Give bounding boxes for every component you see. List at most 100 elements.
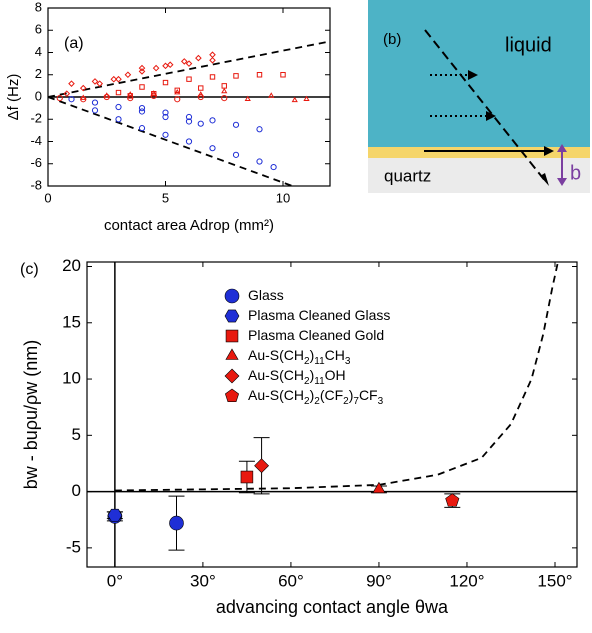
data-point [186, 76, 192, 82]
data-point [162, 113, 169, 121]
legend-label: Au-S(CH2)11OH [248, 367, 346, 387]
y-tick-label: 10 [62, 369, 81, 388]
y-tick-label: 15 [62, 312, 81, 331]
y-tick-label: 8 [35, 0, 42, 14]
data-point [103, 92, 110, 98]
data-point [445, 493, 460, 507]
y-tick-label: -8 [30, 177, 42, 192]
quartz-layer [368, 158, 590, 193]
y-axis-label: Δf (Hz) [5, 74, 22, 121]
y-tick-label: 2 [35, 66, 42, 81]
y-tick-label: -6 [30, 155, 42, 170]
data-point [107, 508, 123, 522]
x-axis-label: advancing contact angle θwa [216, 597, 449, 617]
data-point [174, 87, 180, 94]
data-point [139, 84, 145, 90]
data-point [185, 138, 193, 145]
x-tick-label: 30° [190, 571, 216, 590]
y-axis-label: bw - buρu/ρw (nm) [21, 340, 41, 490]
data-point [197, 120, 204, 127]
legend-label: Au-S(CH2)2(CF2)7CF3 [248, 387, 384, 407]
data-point [115, 103, 122, 111]
data-point [174, 88, 181, 95]
arrow-head [468, 70, 478, 80]
data-point [268, 92, 275, 98]
data-point [138, 125, 146, 132]
data-point [138, 105, 146, 112]
guide-line [47, 40, 331, 98]
data-point [232, 151, 240, 158]
data-point [103, 93, 110, 101]
data-point [180, 58, 188, 65]
arrow-head [544, 146, 554, 156]
panel-b: (b) liquid quartz b [368, 0, 590, 193]
data-point [79, 84, 87, 92]
data-point [372, 481, 386, 494]
legend-marker [225, 329, 239, 343]
x-tick-label: 120° [449, 571, 484, 590]
data-point [152, 64, 160, 72]
data-point [198, 85, 204, 91]
x-tick-label: 90° [366, 571, 392, 590]
data-point [209, 145, 216, 152]
legend-label: Plasma Cleaned Gold [248, 327, 384, 343]
data-point [68, 96, 75, 103]
data-point [68, 80, 75, 87]
data-point [127, 95, 134, 102]
data-point [185, 118, 193, 125]
legend-marker [224, 388, 240, 402]
y-tick-label: -5 [66, 537, 81, 556]
data-point [56, 95, 63, 102]
data-point [91, 99, 99, 106]
x-tick-label: 10 [276, 190, 290, 205]
data-point [254, 458, 270, 474]
data-point [115, 89, 122, 96]
data-point [91, 78, 99, 85]
data-point [174, 96, 181, 103]
slip-label: b [570, 162, 581, 184]
data-point [138, 108, 146, 115]
data-point [80, 94, 87, 100]
data-point [162, 109, 169, 116]
data-point [96, 80, 104, 87]
liquid-label: liquid [505, 34, 552, 56]
liquid-layer [368, 0, 590, 147]
x-axis-label: contact area Adrop (mm²) [104, 217, 274, 234]
data-point [127, 91, 134, 97]
data-point [209, 51, 216, 59]
data-point [209, 56, 216, 64]
data-point [138, 64, 146, 72]
y-tick-label: 6 [35, 22, 42, 37]
y-tick-label: 20 [62, 256, 81, 275]
data-point [221, 87, 228, 94]
data-point [169, 515, 184, 531]
panel-label: (c) [20, 261, 39, 278]
legend-marker [224, 288, 240, 304]
arrow-head [540, 173, 549, 186]
data-point [115, 75, 122, 83]
y-tick-label: 0 [35, 88, 42, 103]
data-point [162, 79, 169, 86]
plot-frame [86, 261, 578, 568]
data-point [91, 107, 99, 114]
legend-label: Glass [248, 287, 284, 303]
data-point [209, 117, 216, 124]
guide-line [47, 96, 293, 187]
data-point [244, 95, 251, 102]
data-point [166, 61, 174, 69]
data-point [197, 93, 204, 101]
data-point [233, 73, 239, 79]
data-point [221, 95, 228, 102]
x-tick-label: 0 [44, 190, 51, 205]
data-point [138, 68, 146, 75]
data-point [162, 62, 169, 70]
data-point [256, 126, 263, 133]
data-point [124, 71, 132, 79]
data-point [221, 83, 227, 89]
data-point [115, 116, 122, 123]
x-tick-label: 0° [107, 571, 123, 590]
x-tick-label: 150° [537, 571, 572, 590]
data-point [240, 470, 254, 484]
panel-label: (a) [64, 35, 84, 52]
